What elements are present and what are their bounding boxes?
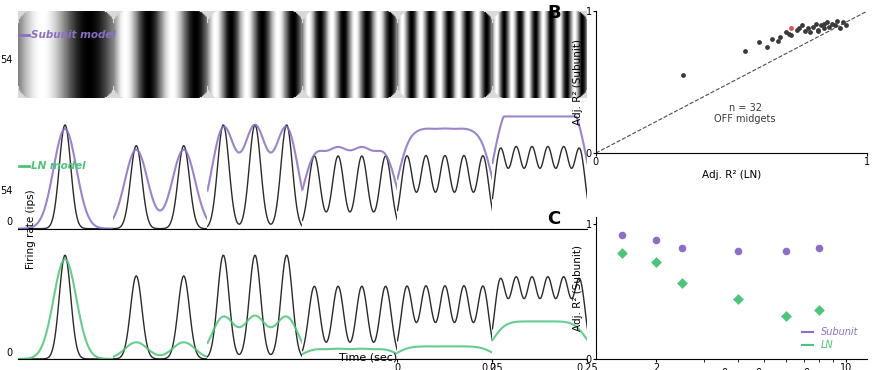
- Point: [738, 48, 752, 54]
- Point: [828, 22, 842, 28]
- Point: [675, 280, 689, 286]
- Point: [801, 25, 815, 31]
- Point: [814, 22, 828, 28]
- Point: [809, 21, 823, 27]
- Point: [820, 20, 834, 26]
- Point: [675, 245, 689, 251]
- Text: B: B: [547, 4, 561, 22]
- Text: Subunit model: Subunit model: [31, 30, 116, 40]
- Point: [789, 27, 803, 33]
- Legend: Subunit, LN: Subunit, LN: [798, 323, 862, 354]
- Point: [811, 28, 825, 34]
- Point: [806, 24, 820, 30]
- Point: [795, 22, 809, 28]
- Text: C: C: [547, 210, 561, 228]
- Point: [779, 313, 793, 319]
- Point: [784, 25, 798, 31]
- Point: [812, 307, 826, 313]
- Text: n = 32
OFF midgets: n = 32 OFF midgets: [714, 102, 776, 124]
- Point: [798, 28, 812, 34]
- Y-axis label: Adj. R² (Subunit): Adj. R² (Subunit): [573, 39, 583, 125]
- Point: [779, 248, 793, 254]
- X-axis label: Adj. R² (LN): Adj. R² (LN): [702, 170, 761, 180]
- Point: [731, 248, 745, 254]
- Text: Time (sec): Time (sec): [339, 353, 397, 363]
- Point: [731, 296, 745, 302]
- Y-axis label: Adj. R² (Subunit): Adj. R² (Subunit): [573, 245, 583, 331]
- Point: [752, 39, 766, 45]
- Point: [615, 250, 629, 256]
- Point: [771, 38, 785, 44]
- Point: [781, 31, 795, 37]
- Point: [811, 27, 825, 33]
- Point: [803, 30, 817, 36]
- Point: [816, 21, 830, 27]
- Point: [838, 22, 852, 28]
- Point: [816, 25, 830, 31]
- Point: [649, 237, 663, 243]
- Point: [812, 245, 826, 251]
- Point: [615, 232, 629, 238]
- Point: [836, 20, 850, 26]
- Point: [779, 30, 793, 36]
- Point: [823, 24, 837, 30]
- Point: [825, 21, 839, 27]
- Text: Firing rate (ips): Firing rate (ips): [25, 189, 36, 269]
- Point: [784, 32, 798, 38]
- Point: [766, 37, 780, 43]
- Point: [833, 25, 847, 31]
- Point: [759, 44, 774, 50]
- Point: [793, 25, 807, 31]
- Text: 54: 54: [0, 56, 13, 65]
- Text: LN model: LN model: [31, 161, 86, 171]
- Point: [830, 18, 844, 24]
- Point: [774, 34, 788, 40]
- Point: [675, 72, 689, 78]
- Text: 0: 0: [7, 348, 13, 358]
- Point: [649, 259, 663, 265]
- Text: 0: 0: [7, 218, 13, 228]
- Text: 54: 54: [0, 186, 13, 196]
